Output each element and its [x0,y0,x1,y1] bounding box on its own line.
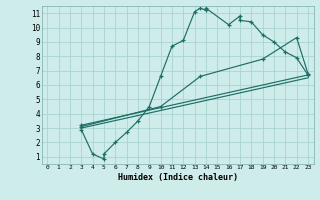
X-axis label: Humidex (Indice chaleur): Humidex (Indice chaleur) [118,173,237,182]
